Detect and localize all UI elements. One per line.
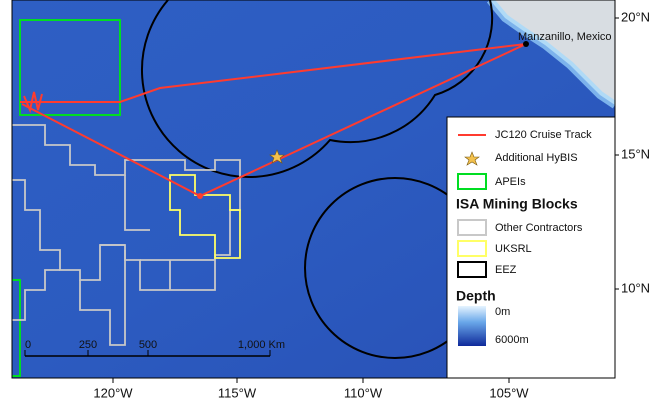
lon-axis: 120°W 115°W 110°W 105°W	[93, 378, 529, 400]
legend: JC120 Cruise Track Additional HyBIS APEI…	[446, 116, 616, 379]
legend-swatch	[464, 151, 480, 166]
place-label: Manzanillo, Mexico	[518, 31, 612, 43]
depth-max: 6000m	[495, 334, 529, 346]
legend-swatch	[457, 240, 487, 257]
apei	[12, 19, 121, 377]
scale-label: 1,000 Km	[238, 339, 285, 351]
legend-label: Other Contractors	[495, 222, 583, 234]
legend-label: APEIs	[495, 176, 526, 188]
other-contractors	[12, 124, 241, 346]
lat-label: 20°N	[621, 9, 650, 24]
lat-axis: 20°N 15°N 10°N	[615, 9, 650, 295]
lon-label: 120°W	[93, 385, 133, 400]
legend-label: EEZ	[495, 264, 517, 276]
hybis-star	[269, 149, 285, 164]
lat-label: 10°N	[621, 280, 650, 295]
station	[197, 193, 203, 199]
lat-label: 15°N	[621, 146, 650, 161]
legend-label: UKSRL	[495, 243, 532, 255]
depth-ramp	[458, 306, 486, 346]
scale-label: 0	[25, 339, 31, 351]
legend-swatch	[457, 173, 487, 190]
coast-shelf	[486, 0, 615, 109]
lon-label: 110°W	[344, 385, 383, 400]
scale-label: 250	[79, 339, 97, 351]
legend-label: JC120 Cruise Track	[495, 129, 592, 141]
depth-min: 0m	[495, 306, 510, 318]
lon-label: 115°W	[218, 385, 257, 400]
legend-swatch	[457, 261, 487, 278]
scale-bar: 0 250 500 1,000 Km	[24, 339, 285, 357]
legend-section-title: ISA Mining Blocks	[456, 196, 578, 212]
uksrl	[169, 174, 241, 259]
cruise-track	[20, 43, 527, 198]
port	[523, 41, 529, 47]
depth-title: Depth	[456, 288, 496, 304]
scale-label: 500	[139, 339, 157, 351]
legend-swatch	[457, 219, 487, 236]
cruise-track-survey	[23, 91, 43, 114]
legend-label: Additional HyBIS	[495, 152, 578, 164]
lon-label: 105°W	[489, 385, 529, 400]
